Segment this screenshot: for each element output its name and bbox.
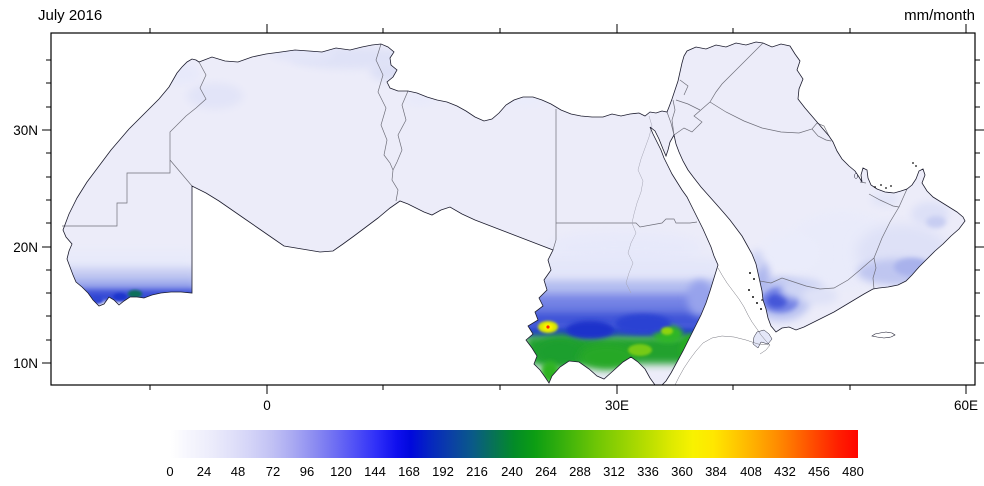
bahrain-island	[854, 173, 858, 179]
djibouti-region	[753, 330, 772, 348]
colorbar-labels: 0 24 48 72 96 120 144 168 192 216 240 26…	[166, 464, 863, 479]
colorbar-label: 312	[603, 464, 625, 479]
colorbar-label: 480	[842, 464, 864, 479]
y-tick-label-20n: 20N	[13, 240, 38, 255]
colorbar-label: 120	[330, 464, 352, 479]
colorbar-label: 168	[398, 464, 420, 479]
precip-maximum-dot	[546, 325, 550, 329]
colorbar-label: 192	[432, 464, 454, 479]
colorbar: 0 24 48 72 96 120 144 168 192 216 240 26…	[166, 430, 864, 479]
precip-sahel-west	[63, 252, 197, 304]
colorbar-label: 240	[501, 464, 523, 479]
x-tick-label-60e: 60E	[954, 398, 978, 413]
colorbar-label: 384	[705, 464, 727, 479]
x-tick-label-30e: 30E	[605, 398, 629, 413]
colorbar-label: 336	[637, 464, 659, 479]
y-tick-label-10n: 10N	[13, 356, 38, 371]
colorbar-label: 216	[466, 464, 488, 479]
colorbar-label: 288	[569, 464, 591, 479]
colorbar-label: 408	[740, 464, 762, 479]
nile-river	[625, 115, 653, 294]
colorbar-label: 24	[197, 464, 211, 479]
units-label: mm/month	[904, 7, 975, 24]
map-frame	[50, 32, 976, 386]
islands	[748, 162, 917, 310]
colorbar-label: 264	[535, 464, 557, 479]
colorbar-label: 0	[166, 464, 173, 479]
colorbar-gradient	[170, 430, 858, 458]
colorbar-label: 48	[231, 464, 245, 479]
figure-title: July 2016	[38, 7, 102, 24]
axis-ticks	[42, 24, 984, 394]
eritrea-ethiopia-outline	[674, 267, 771, 386]
map-plot-area: 30N 20N 10N 0 30E 60E	[13, 24, 984, 413]
colorbar-label: 96	[300, 464, 314, 479]
colorbar-label: 72	[266, 464, 280, 479]
precip-arabia	[751, 194, 949, 321]
colorbar-label: 432	[774, 464, 796, 479]
colorbar-label: 360	[671, 464, 693, 479]
socotra-island	[871, 331, 896, 339]
y-tick-label-30n: 30N	[13, 123, 38, 138]
x-tick-label-0: 0	[263, 398, 271, 413]
colorbar-label: 456	[808, 464, 830, 479]
country-borders	[62, 42, 908, 290]
colorbar-label: 144	[364, 464, 386, 479]
